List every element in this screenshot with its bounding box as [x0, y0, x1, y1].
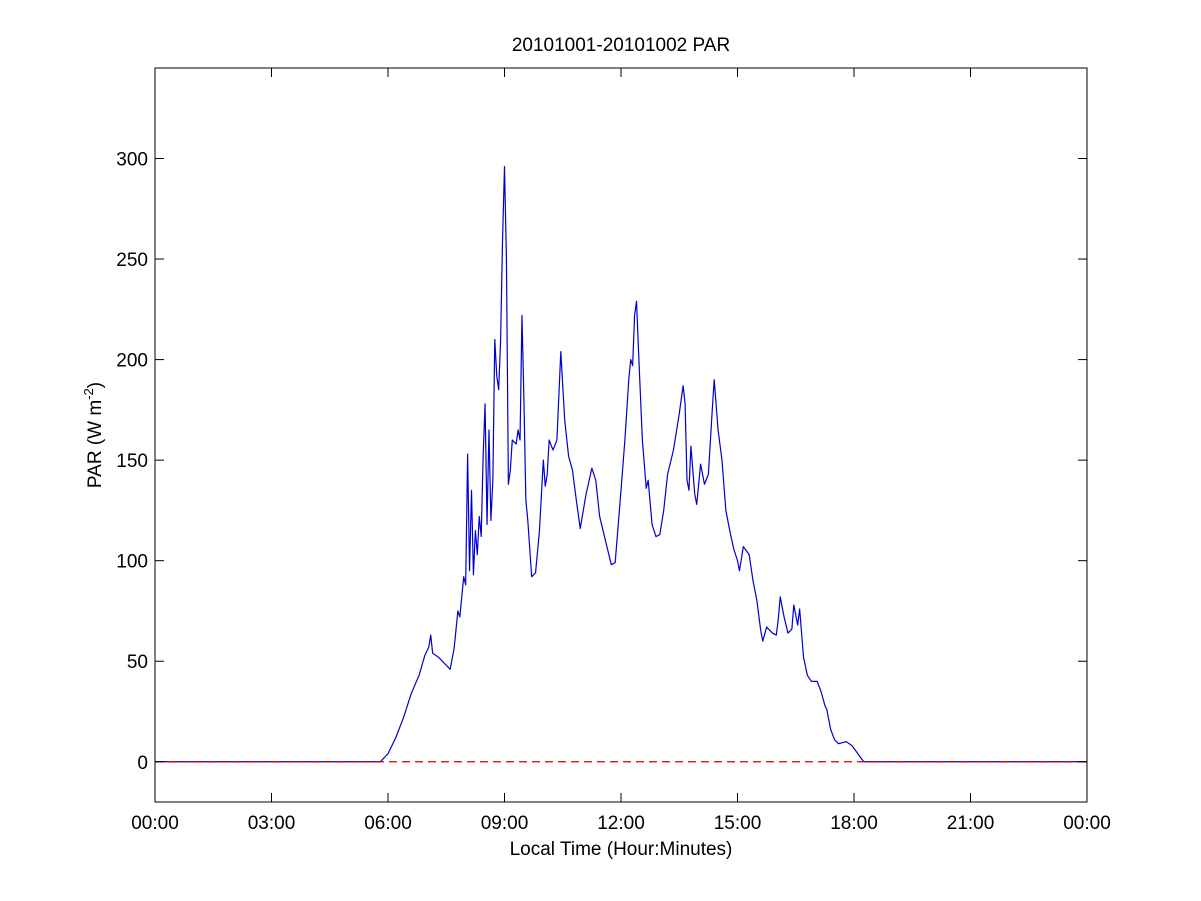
- y-axis-label-exponent: -2: [81, 388, 96, 400]
- y-tick-label: 0: [137, 753, 148, 774]
- x-tick-label: 06:00: [364, 813, 412, 834]
- x-tick-label: 00:00: [131, 813, 179, 834]
- y-tick-label: 300: [116, 149, 148, 170]
- y-tick-label: 100: [116, 552, 148, 573]
- y-axis-label-tail: ): [85, 382, 106, 388]
- par-series-line: [155, 165, 1087, 763]
- x-tick-label: 21:00: [947, 813, 995, 834]
- series-layer: [155, 165, 1087, 763]
- x-tick-label: 00:00: [1063, 813, 1111, 834]
- x-axis-label: Local Time (Hour:Minutes): [510, 839, 733, 860]
- x-tick-label: 18:00: [830, 813, 878, 834]
- x-tick-label: 03:00: [248, 813, 296, 834]
- plot-area: [155, 68, 1087, 802]
- y-tick-label: 200: [116, 351, 148, 372]
- y-tick-label: 250: [116, 250, 148, 271]
- y-axis-label: PAR (W m-2): [81, 382, 106, 488]
- y-axis-label-main: PAR (W m: [85, 400, 106, 488]
- x-tick-label: 15:00: [714, 813, 762, 834]
- axes-box: [154, 67, 1088, 803]
- x-tick-label: 09:00: [481, 813, 529, 834]
- y-tick-label: 50: [127, 652, 148, 673]
- x-tick-label: 12:00: [597, 813, 645, 834]
- axis-ticks: 00:00 03:00 06:00 09:00 12:00 15:00 18:00 21:00…: [116, 68, 1111, 834]
- chart-title: 20101001-20101002 PAR: [512, 35, 730, 56]
- y-tick-label: 150: [116, 451, 148, 472]
